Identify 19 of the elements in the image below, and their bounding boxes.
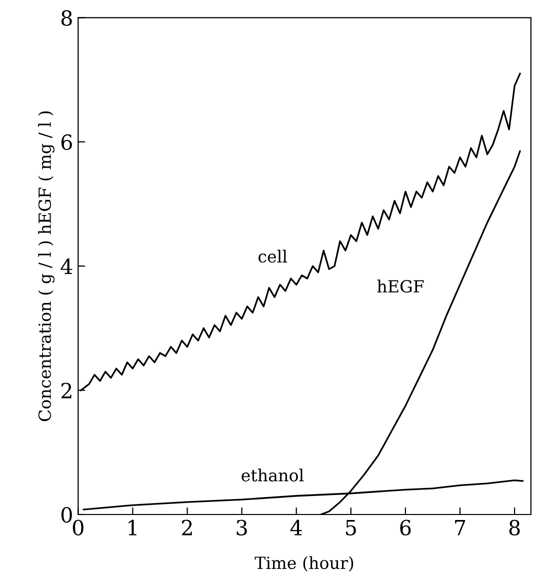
x-tick-label: 0: [72, 520, 84, 536]
x-tick-label: 8: [509, 520, 520, 536]
y-tick-label: 6: [61, 134, 72, 150]
x-tick-label: 2: [182, 520, 192, 536]
x-tick-label: 1: [128, 520, 136, 536]
series-label: cell: [258, 250, 288, 263]
x-tick-label: 7: [455, 520, 466, 536]
series-label: hEGF: [377, 280, 424, 293]
x-tick-label: 6: [400, 520, 411, 536]
x-axis-title: Time (hour): [254, 556, 354, 572]
x-tick-label: 4: [290, 520, 302, 536]
y-tick-label: 4: [60, 258, 72, 274]
y-axis-title: Concentration ( g / l ) hEGF ( mg / l ): [38, 111, 54, 422]
series-label: ethanol: [242, 468, 304, 482]
y-tick-label: 8: [61, 10, 72, 26]
x-tick-label: 3: [236, 520, 247, 536]
y-tick-label: 2: [61, 382, 72, 398]
x-tick-label: 5: [346, 520, 356, 536]
y-tick-label: 0: [61, 506, 72, 523]
